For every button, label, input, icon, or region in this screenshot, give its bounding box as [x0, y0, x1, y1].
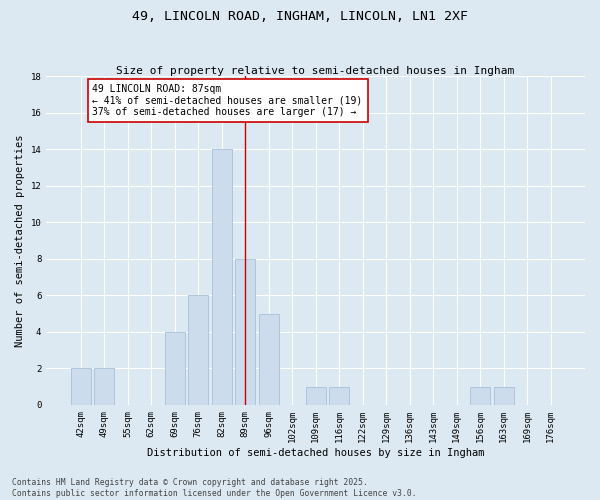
Title: Size of property relative to semi-detached houses in Ingham: Size of property relative to semi-detach… — [116, 66, 515, 76]
Bar — [94, 368, 114, 405]
Bar — [71, 368, 91, 405]
Y-axis label: Number of semi-detached properties: Number of semi-detached properties — [15, 134, 25, 347]
Bar — [305, 386, 326, 405]
X-axis label: Distribution of semi-detached houses by size in Ingham: Distribution of semi-detached houses by … — [147, 448, 484, 458]
Bar — [470, 386, 490, 405]
Bar — [235, 259, 255, 405]
Bar — [494, 386, 514, 405]
Text: 49 LINCOLN ROAD: 87sqm
← 41% of semi-detached houses are smaller (19)
37% of sem: 49 LINCOLN ROAD: 87sqm ← 41% of semi-det… — [92, 84, 362, 117]
Bar — [164, 332, 185, 405]
Bar — [259, 314, 278, 405]
Bar — [329, 386, 349, 405]
Bar — [188, 296, 208, 405]
Bar — [212, 150, 232, 405]
Text: Contains HM Land Registry data © Crown copyright and database right 2025.
Contai: Contains HM Land Registry data © Crown c… — [12, 478, 416, 498]
Text: 49, LINCOLN ROAD, INGHAM, LINCOLN, LN1 2XF: 49, LINCOLN ROAD, INGHAM, LINCOLN, LN1 2… — [132, 10, 468, 23]
